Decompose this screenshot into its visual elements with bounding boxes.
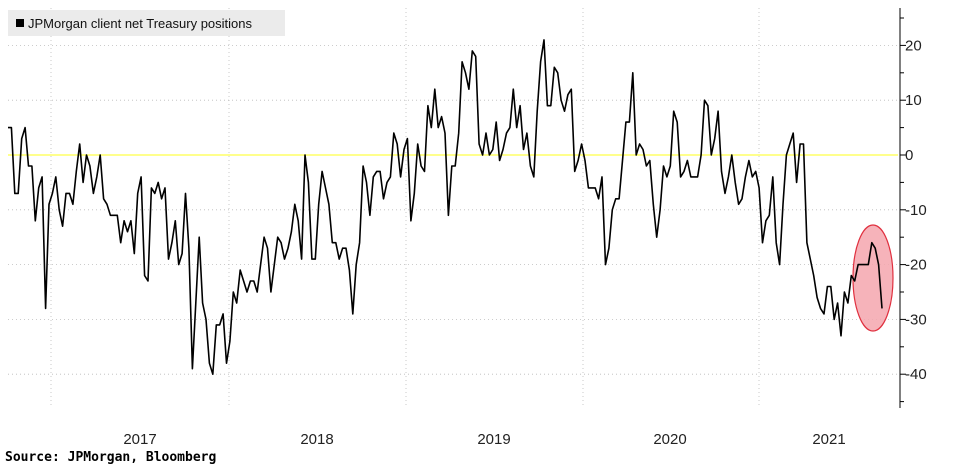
series-line xyxy=(8,39,883,375)
x-axis-ticks: 2017 2018 2019 2020 2021 xyxy=(123,431,845,448)
y-tick-label: 0 xyxy=(905,147,913,164)
legend-swatch xyxy=(16,19,24,27)
legend-label: JPMorgan client net Treasury positions xyxy=(28,15,252,31)
y-tick-label: -20 xyxy=(905,257,927,274)
x-tick-label: 2021 xyxy=(812,431,845,448)
y-axis-ticks: 20 10 0 -10 -20 -30 -40 xyxy=(900,17,927,403)
x-tick-label: 2019 xyxy=(477,431,510,448)
y-tick-label: 20 xyxy=(905,37,922,54)
y-tick-label: 10 xyxy=(905,92,922,109)
source-note: Source: JPMorgan, Bloomberg xyxy=(5,450,217,465)
x-tick-label: 2020 xyxy=(653,431,686,448)
gridlines xyxy=(8,8,898,408)
y-tick-label: -10 xyxy=(905,202,927,219)
x-tick-label: 2018 xyxy=(300,431,333,448)
highlight-circle xyxy=(852,224,894,332)
y-tick-label: -40 xyxy=(905,366,927,383)
x-tick-label: 2017 xyxy=(123,431,156,448)
y-tick-label: -30 xyxy=(905,311,927,328)
legend: JPMorgan client net Treasury positions xyxy=(8,10,285,36)
